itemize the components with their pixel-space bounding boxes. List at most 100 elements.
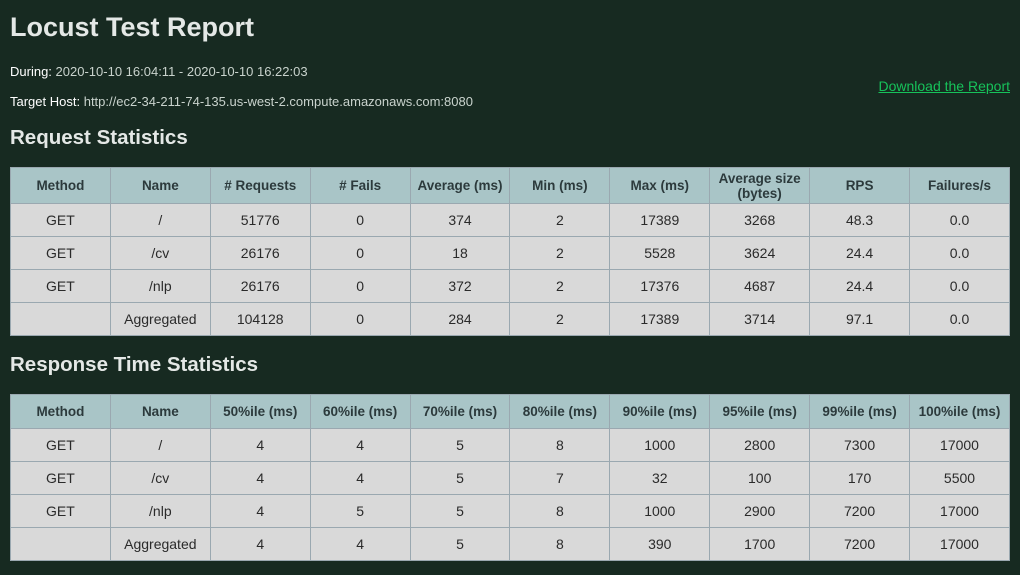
table-cell: 4 [209, 461, 311, 495]
column-header[interactable]: Min (ms) [509, 167, 611, 204]
table-cell: 5 [409, 461, 511, 495]
table-cell: 17000 [909, 428, 1010, 462]
table-cell: 5 [409, 494, 511, 528]
column-header[interactable]: Method [10, 167, 111, 204]
table-cell: 0.0 [909, 302, 1010, 336]
table-cell: /cv [109, 461, 211, 495]
table-cell: 0.0 [909, 236, 1010, 270]
table-cell: 4687 [709, 269, 811, 303]
table-row: GET /cv 26176 0 18 2 5528 3624 24.4 0.0 [10, 236, 1010, 270]
response-time-statistics-table: Method Name 50%ile (ms) 60%ile (ms) 70%i… [10, 394, 1010, 561]
table-cell [10, 527, 111, 561]
table-header-row: Method Name 50%ile (ms) 60%ile (ms) 70%i… [10, 394, 1010, 429]
table-cell: Aggregated [109, 302, 211, 336]
table-cell: 26176 [209, 236, 311, 270]
column-header[interactable]: 90%ile (ms) [609, 394, 711, 429]
table-cell: 17389 [609, 203, 711, 237]
table-cell: 2 [509, 302, 611, 336]
table-cell: 97.1 [809, 302, 911, 336]
column-header[interactable]: Name [109, 394, 211, 429]
during-info: During: 2020-10-10 16:04:11 - 2020-10-10… [10, 64, 308, 79]
table-cell: 17000 [909, 494, 1010, 528]
column-header[interactable]: Average (ms) [409, 167, 511, 204]
target-host-value: http://ec2-34-211-74-135.us-west-2.compu… [83, 94, 473, 109]
table-cell: 32 [609, 461, 711, 495]
table-row: GET /nlp 4 5 5 8 1000 2900 7200 17000 [10, 494, 1010, 528]
table-cell: 0.0 [909, 269, 1010, 303]
table-cell: 1000 [609, 494, 711, 528]
table-cell: 374 [409, 203, 511, 237]
table-cell: 2800 [709, 428, 811, 462]
table-cell: GET [10, 236, 111, 270]
table-cell: 2 [509, 236, 611, 270]
table-cell: 5500 [909, 461, 1010, 495]
column-header[interactable]: 80%ile (ms) [509, 394, 611, 429]
column-header[interactable]: 99%ile (ms) [809, 394, 911, 429]
column-header[interactable]: 70%ile (ms) [409, 394, 511, 429]
table-cell: 5 [309, 494, 411, 528]
table-cell: 4 [309, 527, 411, 561]
column-header[interactable]: Method [10, 394, 111, 429]
column-header[interactable]: Name [109, 167, 211, 204]
aggregated-row: Aggregated 4 4 5 8 390 1700 7200 17000 [10, 527, 1010, 561]
table-cell: 2 [509, 269, 611, 303]
table-cell: 51776 [209, 203, 311, 237]
table-cell: 372 [409, 269, 511, 303]
table-cell: 7200 [809, 494, 911, 528]
table-cell: GET [10, 269, 111, 303]
table-cell: 100 [709, 461, 811, 495]
table-cell: 4 [309, 428, 411, 462]
column-header[interactable]: 100%ile (ms) [909, 394, 1010, 429]
table-cell: 48.3 [809, 203, 911, 237]
download-report-link[interactable]: Download the Report [878, 78, 1010, 94]
column-header[interactable]: Max (ms) [609, 167, 711, 204]
table-cell: GET [10, 461, 111, 495]
table-cell: 26176 [209, 269, 311, 303]
table-cell: 1700 [709, 527, 811, 561]
table-cell: 5528 [609, 236, 711, 270]
table-cell: 4 [209, 494, 311, 528]
table-cell: GET [10, 494, 111, 528]
column-header[interactable]: # Fails [309, 167, 411, 204]
table-cell: 3624 [709, 236, 811, 270]
table-cell: 1000 [609, 428, 711, 462]
table-header-row: Method Name # Requests # Fails Average (… [10, 167, 1010, 204]
table-cell: 284 [409, 302, 511, 336]
table-cell: 4 [209, 527, 311, 561]
table-cell: 390 [609, 527, 711, 561]
during-value: 2020-10-10 16:04:11 - 2020-10-10 16:22:0… [55, 64, 308, 79]
request-statistics-heading: Request Statistics [10, 126, 188, 149]
target-host-label: Target Host: [10, 94, 81, 109]
column-header[interactable]: 60%ile (ms) [309, 394, 411, 429]
table-cell: 2900 [709, 494, 811, 528]
column-header[interactable]: 95%ile (ms) [709, 394, 811, 429]
table-cell: 4 [209, 428, 311, 462]
column-header[interactable]: 50%ile (ms) [209, 394, 311, 429]
table-cell: GET [10, 428, 111, 462]
table-cell: 18 [409, 236, 511, 270]
table-cell: Aggregated [109, 527, 211, 561]
table-cell: 7200 [809, 527, 911, 561]
table-cell: 17389 [609, 302, 711, 336]
table-row: GET / 51776 0 374 2 17389 3268 48.3 0.0 [10, 203, 1010, 237]
table-row: GET / 4 4 5 8 1000 2800 7300 17000 [10, 428, 1010, 462]
table-cell: 24.4 [809, 269, 911, 303]
column-header[interactable]: Average size (bytes) [709, 167, 811, 204]
table-cell [10, 302, 111, 336]
table-row: GET /cv 4 4 5 7 32 100 170 5500 [10, 461, 1010, 495]
column-header[interactable]: RPS [809, 167, 911, 204]
table-cell: /nlp [109, 494, 211, 528]
table-cell: 2 [509, 203, 611, 237]
table-row: GET /nlp 26176 0 372 2 17376 4687 24.4 0… [10, 269, 1010, 303]
table-cell: /cv [109, 236, 211, 270]
response-time-statistics-heading: Response Time Statistics [10, 353, 258, 376]
table-cell: 3714 [709, 302, 811, 336]
page-title: Locust Test Report [10, 12, 255, 42]
table-cell: 0 [309, 203, 411, 237]
column-header[interactable]: # Requests [209, 167, 311, 204]
table-cell: 24.4 [809, 236, 911, 270]
table-cell: 4 [309, 461, 411, 495]
table-cell: GET [10, 203, 111, 237]
column-header[interactable]: Failures/s [909, 167, 1010, 204]
during-label: During: [10, 64, 52, 79]
